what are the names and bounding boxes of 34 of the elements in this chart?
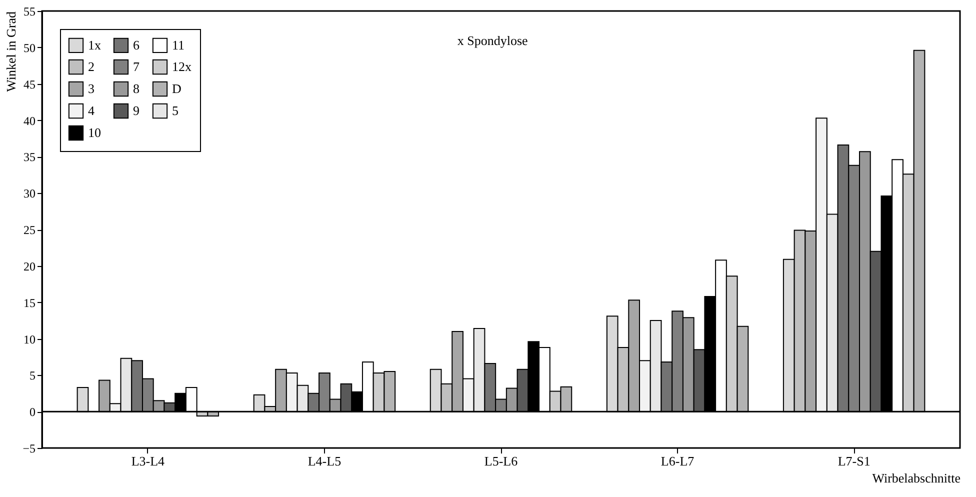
y-tick-label: 5 xyxy=(30,368,36,383)
y-tick-label: 35 xyxy=(24,150,36,164)
x-axis-title: Wirbelabschnitte xyxy=(872,470,961,486)
y-tick-label: 50 xyxy=(24,40,36,55)
legend-label: 6 xyxy=(133,37,140,52)
y-tick-label: 0 xyxy=(30,405,36,420)
annotation: x Spondylose xyxy=(457,33,528,48)
y-tick-label: 25 xyxy=(24,223,36,237)
x-tick-label: L7-S1 xyxy=(838,454,870,468)
y-tick-label: 55 xyxy=(24,4,36,18)
x-tick-label: L6-L7 xyxy=(660,454,695,468)
y-tick-label: 45 xyxy=(24,77,36,92)
x-tick-label: L5-L6 xyxy=(484,454,518,468)
x-tick-label: L4-L5 xyxy=(308,454,342,468)
legend-label: D xyxy=(172,81,182,96)
legend-label: 7 xyxy=(133,59,140,74)
legend-label: 2 xyxy=(88,59,94,74)
y-axis-title: Winkel in Grad xyxy=(4,11,19,92)
legend-label: 4 xyxy=(88,103,95,118)
y-tick-label: −5 xyxy=(22,442,36,456)
y-tick-label: 20 xyxy=(24,259,36,274)
y-tick-label: 10 xyxy=(24,332,36,346)
legend-label: 8 xyxy=(133,81,140,96)
legend-label: 9 xyxy=(133,103,140,118)
legend-label: 11 xyxy=(172,37,185,52)
x-tick-label: L3-L4 xyxy=(131,454,166,468)
legend-label: 12x xyxy=(172,59,192,74)
legend-label: 5 xyxy=(172,103,178,118)
y-tick-label: 15 xyxy=(24,296,36,310)
legend-label: 1x xyxy=(88,37,102,52)
legend-label: 3 xyxy=(88,81,94,96)
y-tick-label: 30 xyxy=(24,186,36,201)
y-tick-label: 40 xyxy=(24,114,36,128)
legend-label: 10 xyxy=(88,125,101,140)
